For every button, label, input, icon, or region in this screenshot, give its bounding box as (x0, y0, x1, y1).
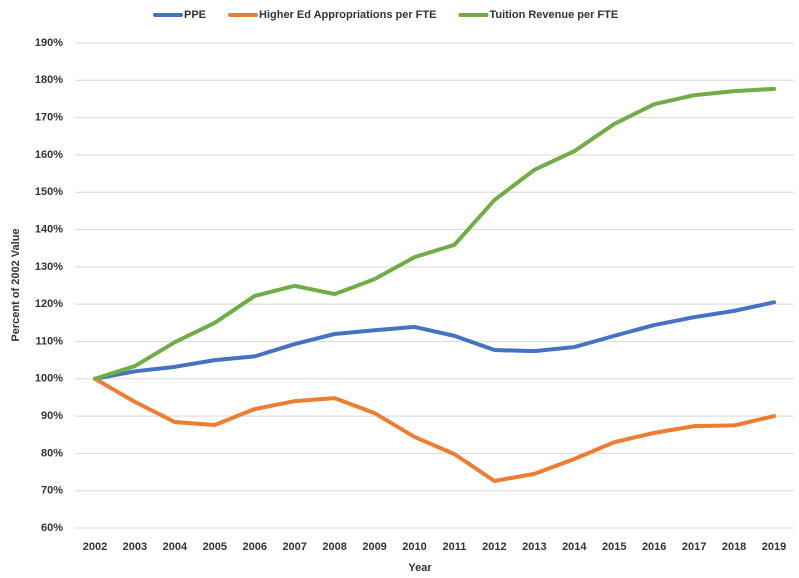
legend-label: PPE (184, 9, 206, 21)
x-tick-label: 2007 (282, 541, 306, 553)
x-tick-label: 2013 (522, 541, 546, 553)
x-tick-label: 2016 (642, 541, 666, 553)
y-tick-label: 130% (35, 261, 63, 273)
y-tick-label: 80% (41, 447, 63, 459)
x-tick-label: 2014 (562, 541, 587, 553)
legend-label: Tuition Revenue per FTE (489, 9, 618, 21)
legend-label: Higher Ed Appropriations per FTE (259, 9, 436, 21)
x-tick-label: 2010 (402, 541, 426, 553)
y-tick-label: 60% (41, 522, 63, 534)
x-tick-label: 2012 (482, 541, 506, 553)
x-tick-label: 2017 (682, 541, 706, 553)
line-series (92, 86, 777, 381)
x-tick-label: 2005 (203, 541, 227, 553)
y-tick-label: 120% (35, 298, 63, 310)
x-tick-label: 2011 (443, 541, 467, 553)
line-series (92, 300, 777, 381)
x-tick-label: 2002 (83, 541, 107, 553)
x-tick-label: 2019 (762, 541, 786, 553)
y-axis-label: Percent of 2002 Value (10, 228, 22, 341)
x-tick-label: 2003 (123, 541, 147, 553)
line-series (92, 376, 777, 483)
y-tick-label: 180% (35, 74, 63, 86)
x-tick-label: 2015 (602, 541, 626, 553)
x-tick-label: 2004 (163, 541, 188, 553)
x-tick-label: 2018 (722, 541, 746, 553)
y-tick-label: 170% (35, 112, 63, 124)
x-axis-label: Year (408, 562, 432, 574)
x-tick-label: 2008 (322, 541, 346, 553)
y-tick-label: 160% (35, 149, 63, 161)
x-tick-label: 2009 (362, 541, 386, 553)
y-tick-label: 190% (35, 37, 63, 49)
y-tick-label: 90% (41, 410, 63, 422)
x-tick-label: 2006 (243, 541, 267, 553)
y-tick-label: 140% (35, 223, 63, 235)
y-tick-label: 110% (35, 335, 63, 347)
y-tick-label: 150% (35, 186, 63, 198)
y-tick-label: 70% (41, 485, 63, 497)
y-tick-label: 100% (35, 373, 63, 385)
